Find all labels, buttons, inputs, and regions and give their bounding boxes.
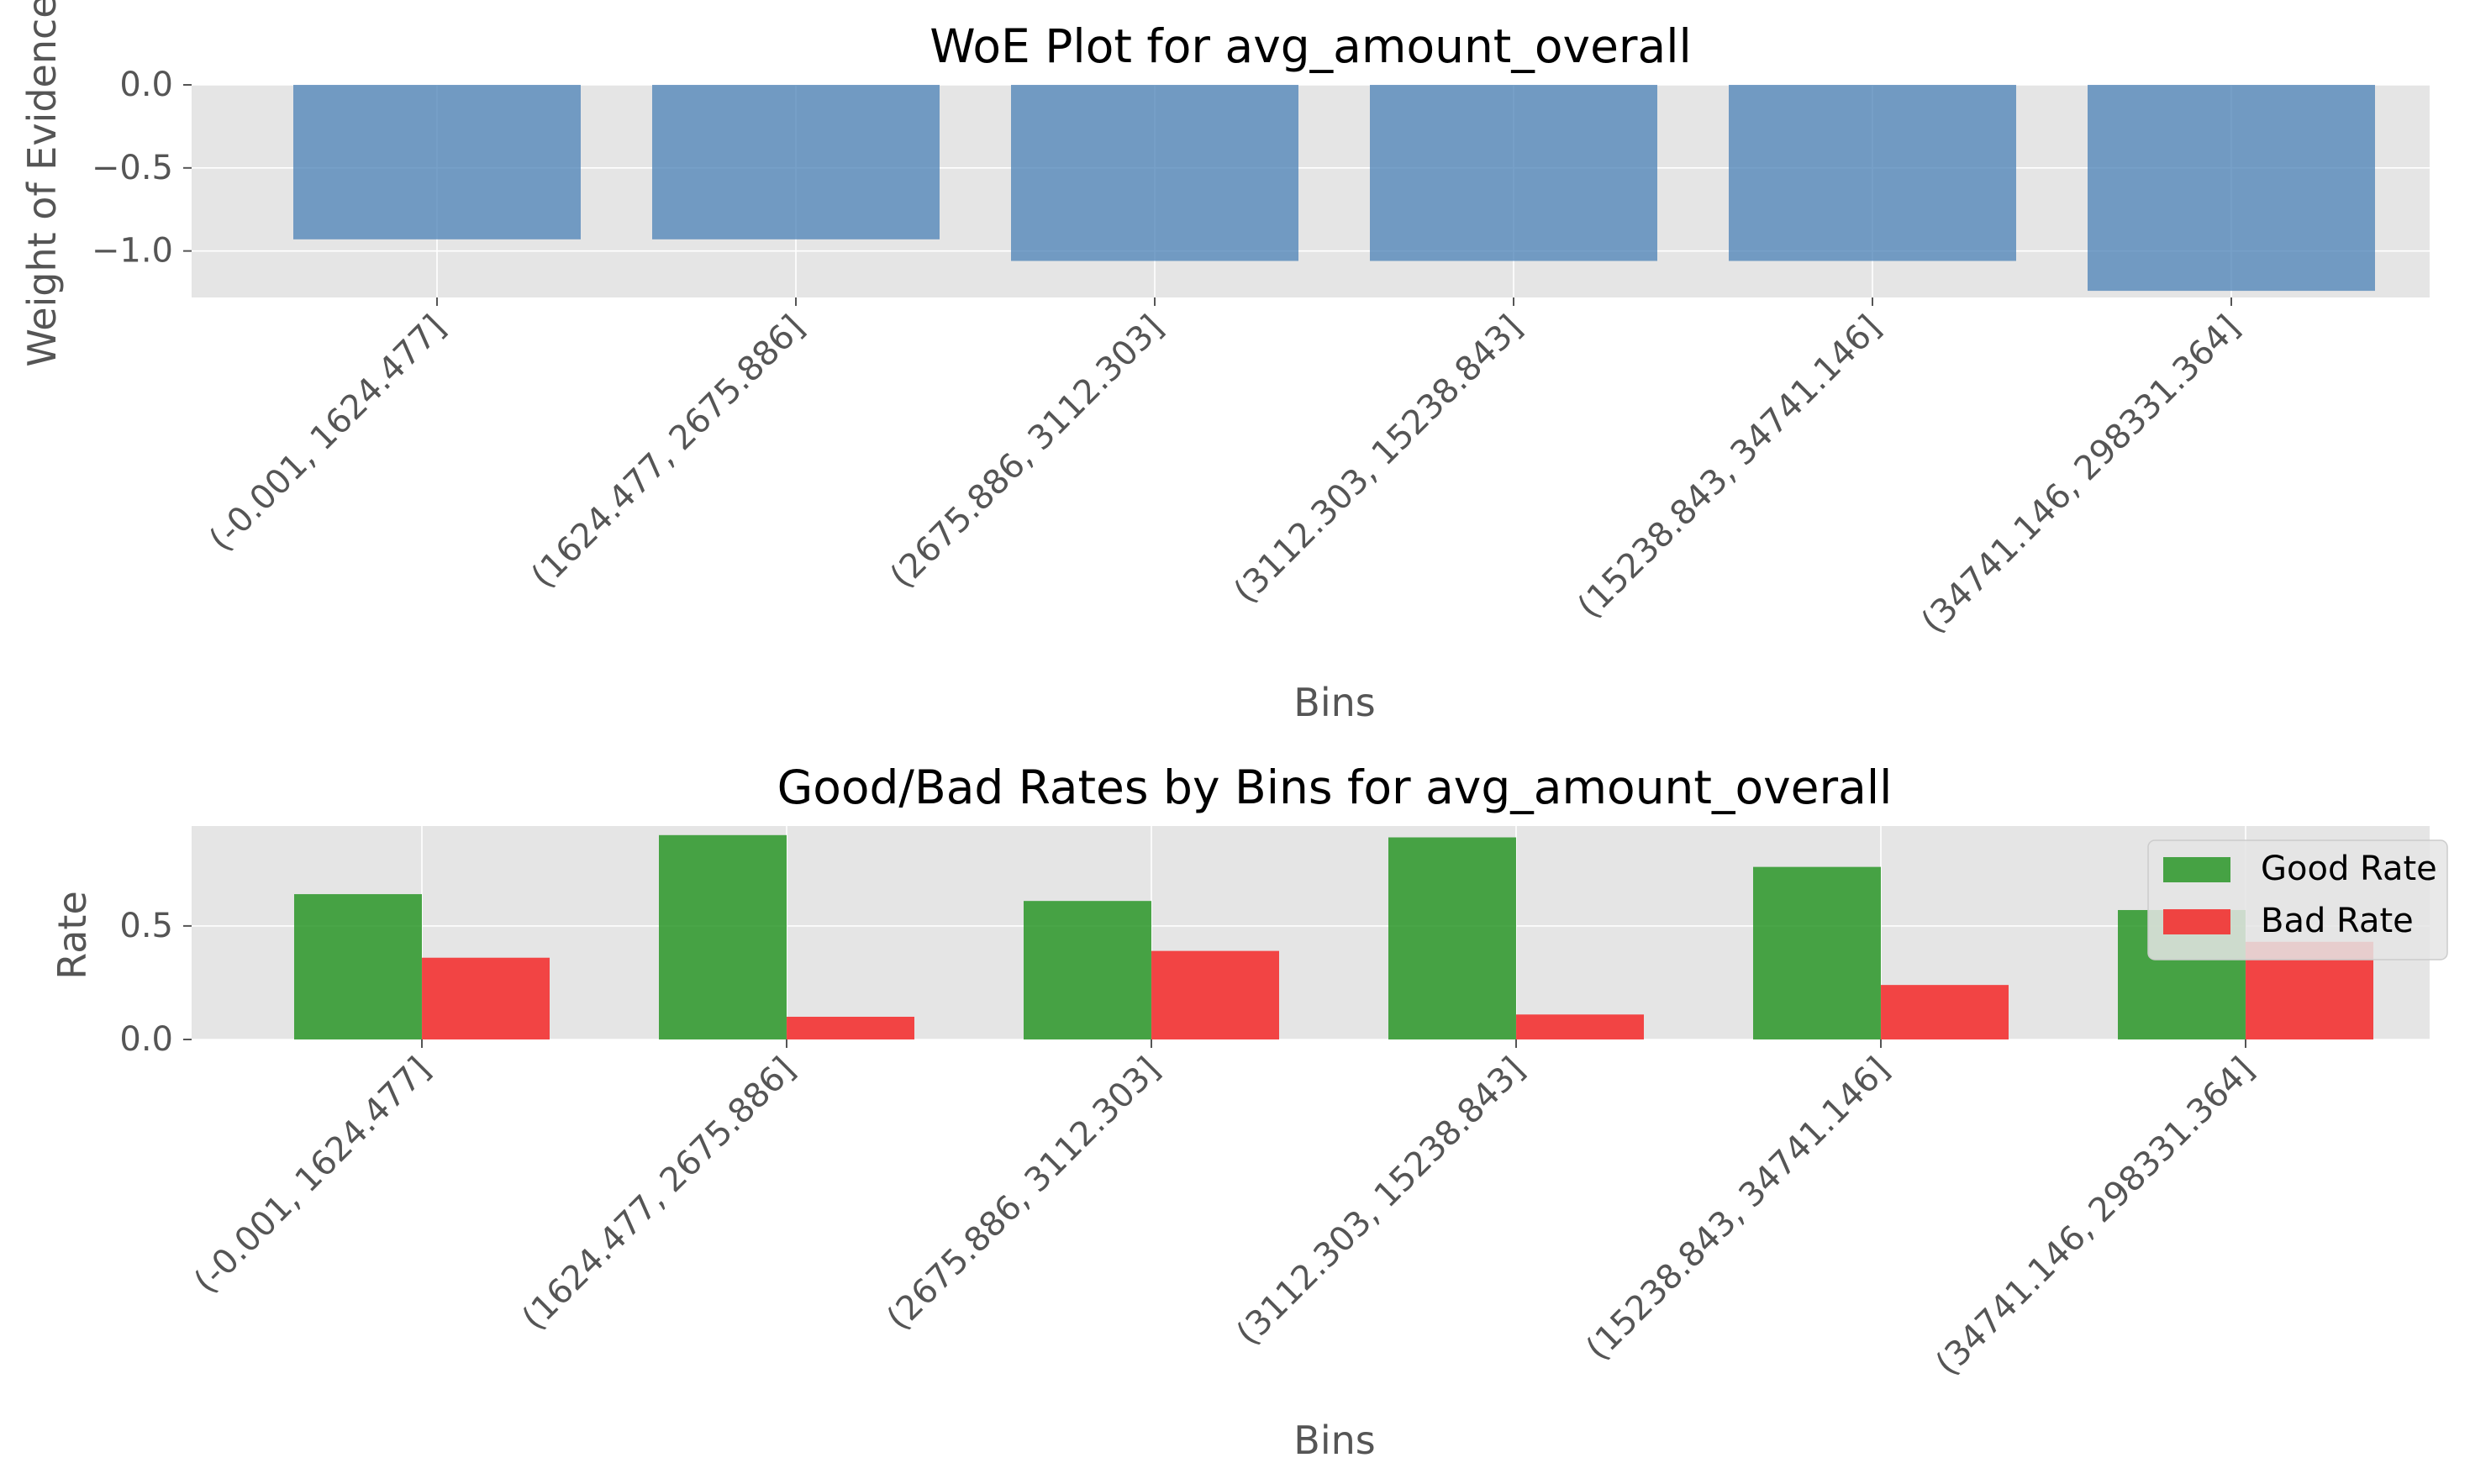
bad-rate-bar-4 — [1516, 1014, 1644, 1039]
legend-label-good-rate: Good Rate — [2261, 850, 2437, 888]
good-rate-bar-3 — [1024, 901, 1151, 1039]
rates-x-tick-label: (34741.146, 298331.364] — [1929, 1050, 2262, 1383]
rates-x-tick-label: (15238.843, 34741.146] — [1579, 1050, 1897, 1368]
rates-legend: Good Rate Bad Rate — [2147, 839, 2448, 960]
rates-x-tick-label: (-0.001, 1624.477] — [187, 1050, 438, 1302]
woe-bar-1 — [293, 85, 581, 239]
good-rate-bar-2 — [659, 834, 787, 1039]
rates-y-tick-label: 0.5 — [119, 907, 173, 945]
legend-label-bad-rate: Bad Rate — [2261, 902, 2414, 940]
good-rate-bar-4 — [1388, 837, 1516, 1039]
woe-y-ticks: 0.0 −0.5 −1.0 — [92, 66, 192, 271]
woe-x-ticks: (-0.001, 1624.477] (1624.477, 2675.886] (2… — [202, 297, 2247, 641]
rates-y-tick-label: 0.0 — [119, 1020, 173, 1059]
rates-y-axis-label: Rate — [50, 891, 95, 979]
bad-rate-bar-5 — [1881, 985, 2009, 1039]
woe-x-tick-label: (-0.001, 1624.477] — [202, 308, 453, 560]
woe-x-tick-label: (34741.146, 298331.364] — [1914, 308, 2247, 641]
rates-plot-area — [192, 826, 2430, 1039]
legend-swatch-bad-rate — [2163, 909, 2230, 934]
woe-chart-title: WoE Plot for avg_amount_overall — [930, 19, 1692, 73]
good-rate-bar-5 — [1753, 866, 1881, 1039]
woe-chart: 0.0 −0.5 −1.0 (-0.001, 1624.477] (1624.477,… — [19, 0, 2430, 725]
woe-bar-3 — [1011, 85, 1298, 261]
rates-y-ticks: 0.0 0.5 — [119, 907, 192, 1059]
woe-bar-5 — [1729, 85, 2016, 261]
good-rate-bar-1 — [294, 894, 422, 1039]
woe-bar-4 — [1370, 85, 1657, 261]
bad-rate-bar-2 — [787, 1016, 914, 1039]
woe-bar-2 — [652, 85, 940, 239]
rates-x-tick-label: (1624.477, 2675.886] — [515, 1050, 803, 1338]
woe-bar-6 — [2088, 85, 2375, 292]
bad-rate-bar-1 — [422, 957, 550, 1039]
woe-x-axis-label: Bins — [1293, 680, 1375, 725]
rates-chart-title: Good/Bad Rates by Bins for avg_amount_ov… — [777, 760, 1893, 814]
woe-y-axis-label: Weight of Evidence — [19, 0, 65, 367]
woe-x-tick-label: (15238.843, 34741.146] — [1571, 308, 1888, 626]
woe-y-tick-label: 0.0 — [119, 66, 173, 104]
woe-x-tick-label: (2675.886, 3112.303] — [883, 308, 1171, 596]
rates-x-tick-label: (2675.886, 3112.303] — [880, 1050, 1167, 1338]
woe-bars — [293, 85, 2375, 292]
woe-x-tick-label: (1624.477, 2675.886] — [524, 308, 812, 596]
woe-x-tick-label: (3112.303, 15238.843] — [1227, 308, 1530, 611]
bad-rate-bar-3 — [1151, 950, 1279, 1039]
woe-y-tick-label: −0.5 — [92, 149, 173, 187]
rates-x-tick-label: (3112.303, 15238.843] — [1230, 1050, 1532, 1353]
rates-x-ticks: (-0.001, 1624.477] (1624.477, 2675.886] (2… — [187, 1039, 2262, 1383]
woe-y-tick-label: −1.0 — [92, 232, 173, 271]
rates-x-axis-label: Bins — [1293, 1418, 1375, 1463]
legend-swatch-good-rate — [2163, 857, 2230, 882]
rates-chart: 0.0 0.5 (-0.001, 1624.477] (1624.477, 2675… — [50, 760, 2448, 1463]
